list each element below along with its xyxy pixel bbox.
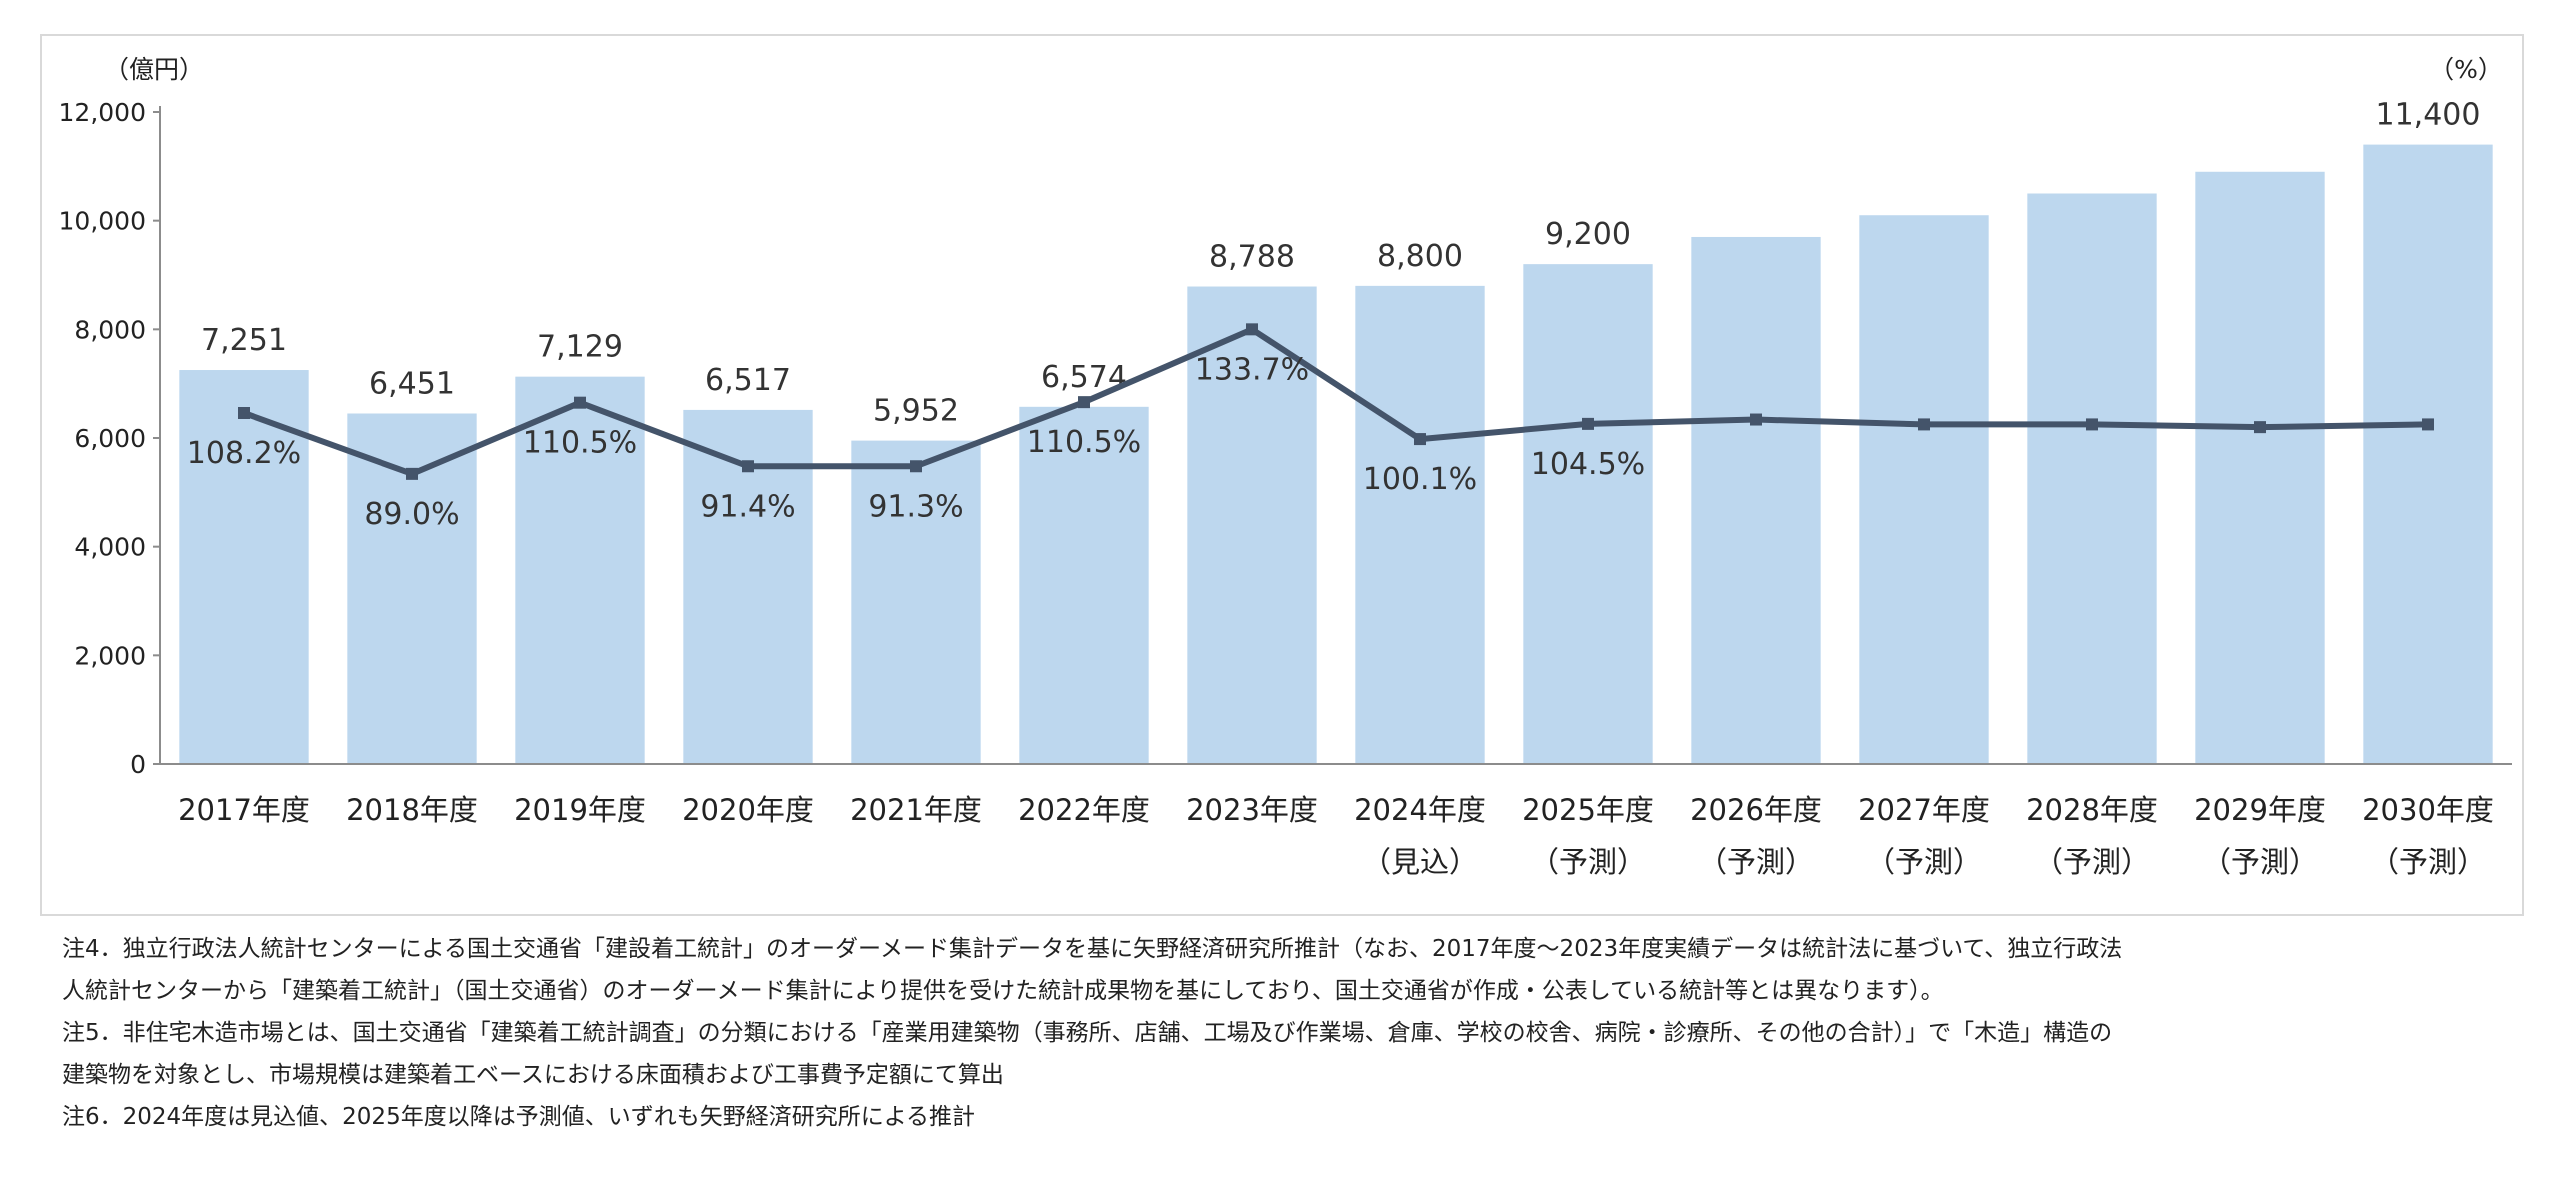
bar-value-label: 6,451 <box>369 366 455 401</box>
growth-rate-marker <box>1246 323 1258 336</box>
growth-rate-line <box>242 326 2429 477</box>
growth-rate-label: 91.4% <box>700 489 795 524</box>
bar-value-label: 7,251 <box>201 323 287 358</box>
bar <box>347 413 477 764</box>
x-category-sublabel: （予測） <box>2034 845 2150 879</box>
bar <box>2363 144 2493 765</box>
x-category-sublabel: （予測） <box>1530 845 1646 879</box>
x-category-label: 2027年度 <box>1858 793 1990 827</box>
x-category-label: 2019年度 <box>514 793 646 827</box>
note-line: 注6．2024年度は見込値、2025年度以降は予測値、いずれも矢野経済研究所によ… <box>62 1104 976 1130</box>
growth-rate-label: 100.1% <box>1363 462 1477 497</box>
growth-rate-label: 110.5% <box>1027 425 1141 460</box>
bar <box>2027 193 2157 764</box>
y-tick-label: 4,000 <box>74 533 146 562</box>
bar-value-label: 5,952 <box>873 394 959 429</box>
y-tick-label: 0 <box>130 750 146 779</box>
x-category-label: 2017年度 <box>178 793 310 827</box>
bar <box>2195 171 2325 764</box>
bar-value-label: 7,129 <box>537 330 623 365</box>
growth-rate-marker <box>2254 421 2266 434</box>
x-category-label: 2025年度 <box>1522 793 1654 827</box>
bar <box>1355 285 1485 764</box>
bar <box>515 376 645 764</box>
x-category-sublabel: （見込） <box>1362 845 1478 879</box>
growth-rate-marker <box>1414 433 1426 446</box>
y-axis-unit-right: （%） <box>2429 55 2503 84</box>
y-tick-label: 12,000 <box>59 98 146 127</box>
y-tick-label: 2,000 <box>74 641 146 670</box>
growth-rate-label: 133.7% <box>1195 352 1309 387</box>
x-category-label: 2024年度 <box>1354 793 1486 827</box>
x-category-label: 2018年度 <box>346 793 478 827</box>
growth-rate-marker <box>238 407 250 420</box>
y-tick-label: 10,000 <box>59 207 146 236</box>
chart-svg: （億円） （%） 0 2,000 4,000 6,000 8,000 10,000 12,000… <box>59 55 2512 879</box>
growth-rate-marker <box>2422 418 2434 431</box>
growth-rate-label: 91.3% <box>868 489 963 524</box>
growth-rate-marker <box>1918 418 1930 431</box>
growth-rate-label: 108.2% <box>187 436 301 471</box>
x-category-sublabel: （予測） <box>2202 845 2318 879</box>
bar <box>1859 215 1989 764</box>
note-line: 人統計センターから「建築着工統計」（国土交通省）のオーダーメード集計により提供を… <box>62 978 1944 1004</box>
note-line: 注4．独立行政法人統計センターによる国土交通省「建設着工統計」のオーダーメード集… <box>62 936 2123 962</box>
y-axis-unit-left: （億円） <box>104 55 204 84</box>
note-line: 注5．非住宅木造市場とは、国土交通省「建築着工統計調査」の分類における「産業用建… <box>62 1020 2113 1046</box>
x-category-sublabel: （予測） <box>2370 845 2486 879</box>
growth-rate-marker <box>406 467 418 480</box>
bar <box>1019 406 1149 764</box>
x-category-label: 2028年度 <box>2026 793 2158 827</box>
growth-rate-marker <box>742 460 754 473</box>
x-category-sublabel: （予測） <box>1698 845 1814 879</box>
x-category-sublabel: （予測） <box>1866 845 1982 879</box>
bar <box>1187 286 1317 764</box>
bar-value-label: 11,400 <box>2376 98 2481 133</box>
y-tick-label: 8,000 <box>74 315 146 344</box>
y-tick-label: 6,000 <box>74 424 146 453</box>
x-category-label: 2023年度 <box>1186 793 1318 827</box>
growth-rate-marker <box>910 460 922 473</box>
notes: 注4．独立行政法人統計センターによる国土交通省「建設着工統計」のオーダーメード集… <box>62 928 2532 1138</box>
x-category-label: 2030年度 <box>2362 793 2494 827</box>
bar <box>179 370 309 764</box>
growth-rate-label: 104.5% <box>1531 447 1645 482</box>
bar <box>1691 236 1821 764</box>
growth-rate-marker <box>1078 396 1090 409</box>
x-category-label: 2026年度 <box>1690 793 1822 827</box>
bar-value-label: 8,800 <box>1377 239 1463 274</box>
growth-rate-marker <box>1582 417 1594 430</box>
bar <box>851 440 981 764</box>
bar <box>1523 264 1653 764</box>
growth-rate-label: 110.5% <box>523 426 637 461</box>
x-category-label: 2021年度 <box>850 793 982 827</box>
chart-frame: （億円） （%） 0 2,000 4,000 6,000 8,000 10,000 12,000… <box>40 34 2524 916</box>
growth-rate-marker <box>2086 418 2098 431</box>
x-category-label: 2020年度 <box>682 793 814 827</box>
bar-value-label: 8,788 <box>1209 240 1295 275</box>
x-category-label: 2022年度 <box>1018 793 1150 827</box>
note-line: 建築物を対象とし、市場規模は建築着工ベースにおける床面積および工事費予定額にて算… <box>62 1062 1004 1088</box>
growth-rate-label: 89.0% <box>364 497 459 532</box>
growth-rate-marker <box>1750 413 1762 426</box>
growth-rate-marker <box>574 396 586 409</box>
bar-value-label: 6,517 <box>705 363 791 398</box>
x-category-label: 2029年度 <box>2194 793 2326 827</box>
bar-value-label: 9,200 <box>1545 217 1631 252</box>
